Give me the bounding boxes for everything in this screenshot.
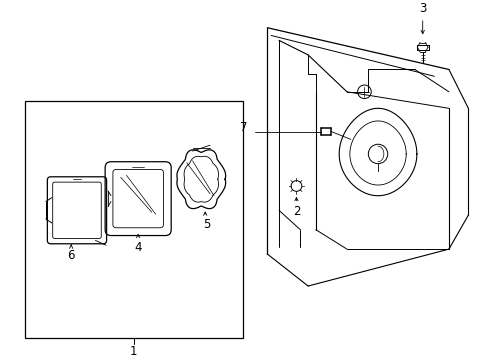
- Text: 1: 1: [130, 345, 137, 357]
- Text: 3: 3: [418, 2, 426, 15]
- Text: 7: 7: [240, 121, 247, 134]
- Text: 2: 2: [292, 205, 300, 218]
- Text: 4: 4: [134, 241, 142, 254]
- Bar: [24, 100, 243, 338]
- Text: 6: 6: [67, 249, 75, 262]
- Text: 5: 5: [203, 219, 210, 231]
